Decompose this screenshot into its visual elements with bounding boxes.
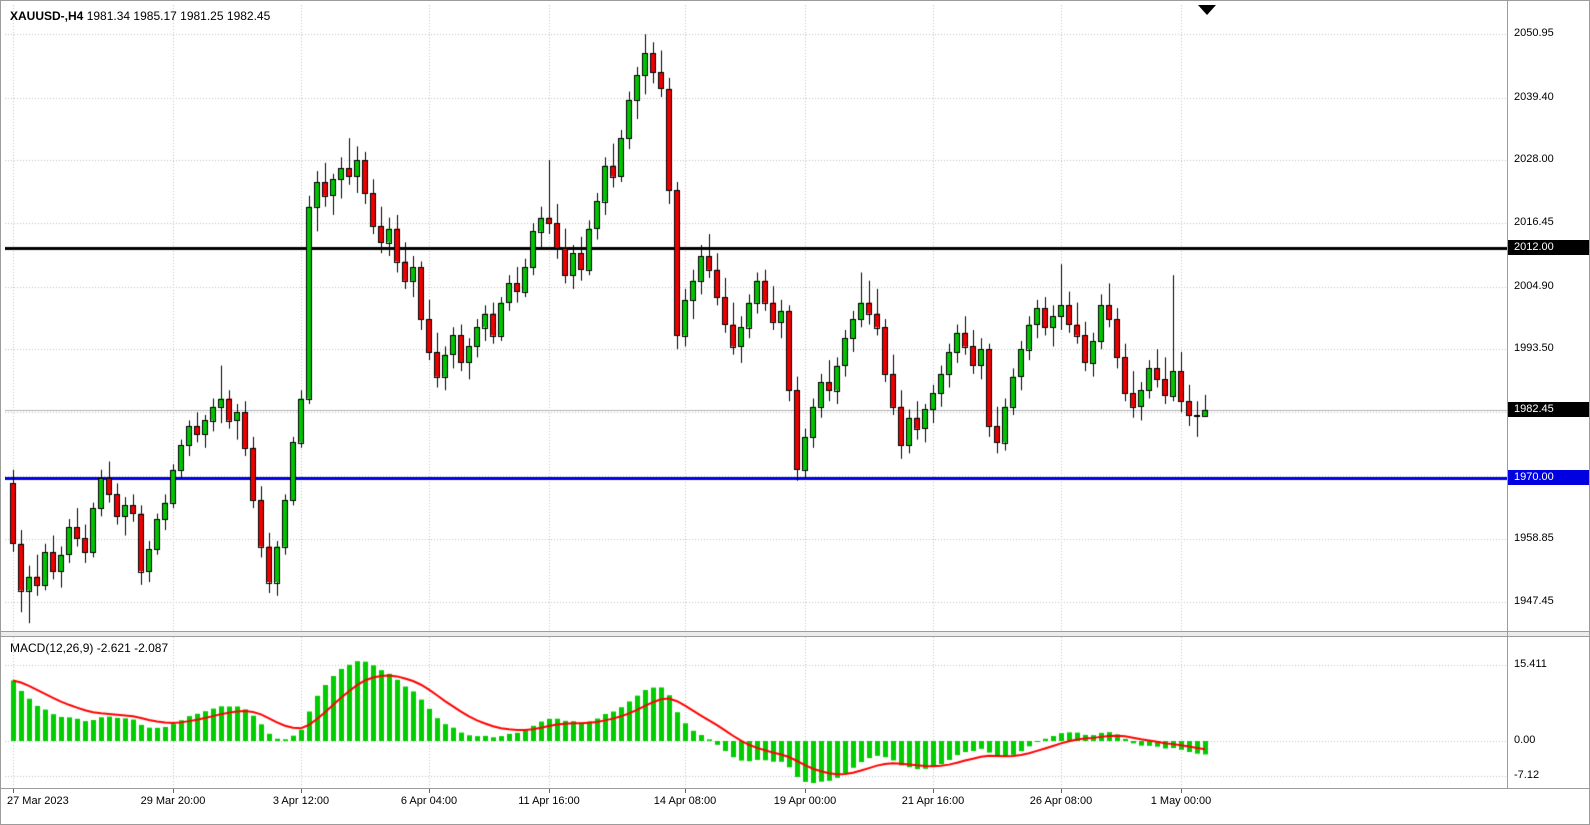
time-axis-tick xyxy=(933,789,934,793)
macd-axis-label: 0.00 xyxy=(1514,734,1536,746)
time-axis-tick xyxy=(1061,789,1062,793)
macd-signal-value: -2.087 xyxy=(134,641,169,655)
time-axis-tick xyxy=(805,789,806,793)
price-axis-label: 2039.40 xyxy=(1514,90,1554,103)
time-axis-label: 14 Apr 08:00 xyxy=(653,795,717,807)
time-axis-tick xyxy=(173,789,174,793)
time-axis-tick xyxy=(685,789,686,793)
macd-label: MACD(12,26,9) xyxy=(10,641,94,655)
price-tag: 1970.00 xyxy=(1508,469,1589,485)
price-axis-label: 1947.45 xyxy=(1514,594,1554,607)
price-axis-label: 1958.85 xyxy=(1514,532,1554,545)
price-axis-label: 2028.00 xyxy=(1514,153,1554,166)
chart-header: XAUUSD-,H4 1981.34 1985.17 1981.25 1982.… xyxy=(10,9,270,23)
macd-axis-label: 15.411 xyxy=(1514,658,1547,671)
price-axis-label: 2004.90 xyxy=(1514,279,1554,292)
macd-axis[interactable]: 15.411 0.00 -7.12 xyxy=(1508,637,1589,787)
ohlc-low: 1981.25 xyxy=(180,9,224,23)
time-axis-label: 11 Apr 16:00 xyxy=(518,795,580,807)
ohlc-open: 1981.34 xyxy=(86,9,131,23)
macd-canvas[interactable] xyxy=(5,637,1507,787)
time-axis-tick xyxy=(1181,789,1182,793)
macd-main-value: -2.621 xyxy=(96,641,131,655)
time-axis-label: 29 Mar 20:00 xyxy=(140,795,206,807)
time-axis-label: 21 Apr 16:00 xyxy=(901,795,965,807)
price-axis-label: 2016.45 xyxy=(1514,216,1554,229)
time-axis-label: 27 Mar 2023 xyxy=(7,795,69,807)
macd-header: MACD(12,26,9) -2.621 -2.087 xyxy=(10,641,168,655)
price-tag: 1982.45 xyxy=(1508,401,1589,417)
pane-divider[interactable] xyxy=(1,631,1589,637)
time-axis-tick xyxy=(549,789,550,793)
time-axis-label: 1 May 00:00 xyxy=(1150,795,1212,807)
price-tag: 2012.00 xyxy=(1508,239,1589,255)
time-axis-label: 3 Apr 12:00 xyxy=(272,795,330,807)
ohlc-high: 1985.17 xyxy=(133,9,177,23)
price-axis-label: 2050.95 xyxy=(1514,27,1554,40)
symbol-period-label: XAUUSD-,H4 xyxy=(10,9,84,23)
price-axis-label: 1993.50 xyxy=(1514,342,1554,355)
price-axis[interactable]: 2050.95 2039.40 2028.00 2016.45 2004.90 1993.… xyxy=(1508,5,1589,632)
main-chart-canvas[interactable] xyxy=(5,5,1507,632)
axis-separator xyxy=(1507,1,1508,788)
time-axis-tick xyxy=(429,789,430,793)
macd-axis-label: -7.12 xyxy=(1514,768,1540,781)
time-axis-tick xyxy=(13,789,14,793)
time-axis-tick xyxy=(301,789,302,793)
time-axis-label: 19 Apr 00:00 xyxy=(773,795,837,807)
time-axis[interactable]: 27 Mar 2023 29 Mar 20:00 3 Apr 12:00 6 Apr … xyxy=(1,788,1589,816)
time-axis-label: 26 Apr 08:00 xyxy=(1029,795,1093,807)
ohlc-close: 1982.45 xyxy=(226,9,271,23)
chart-shift-icon[interactable] xyxy=(1198,5,1216,15)
time-axis-label: 6 Apr 04:00 xyxy=(400,795,458,807)
